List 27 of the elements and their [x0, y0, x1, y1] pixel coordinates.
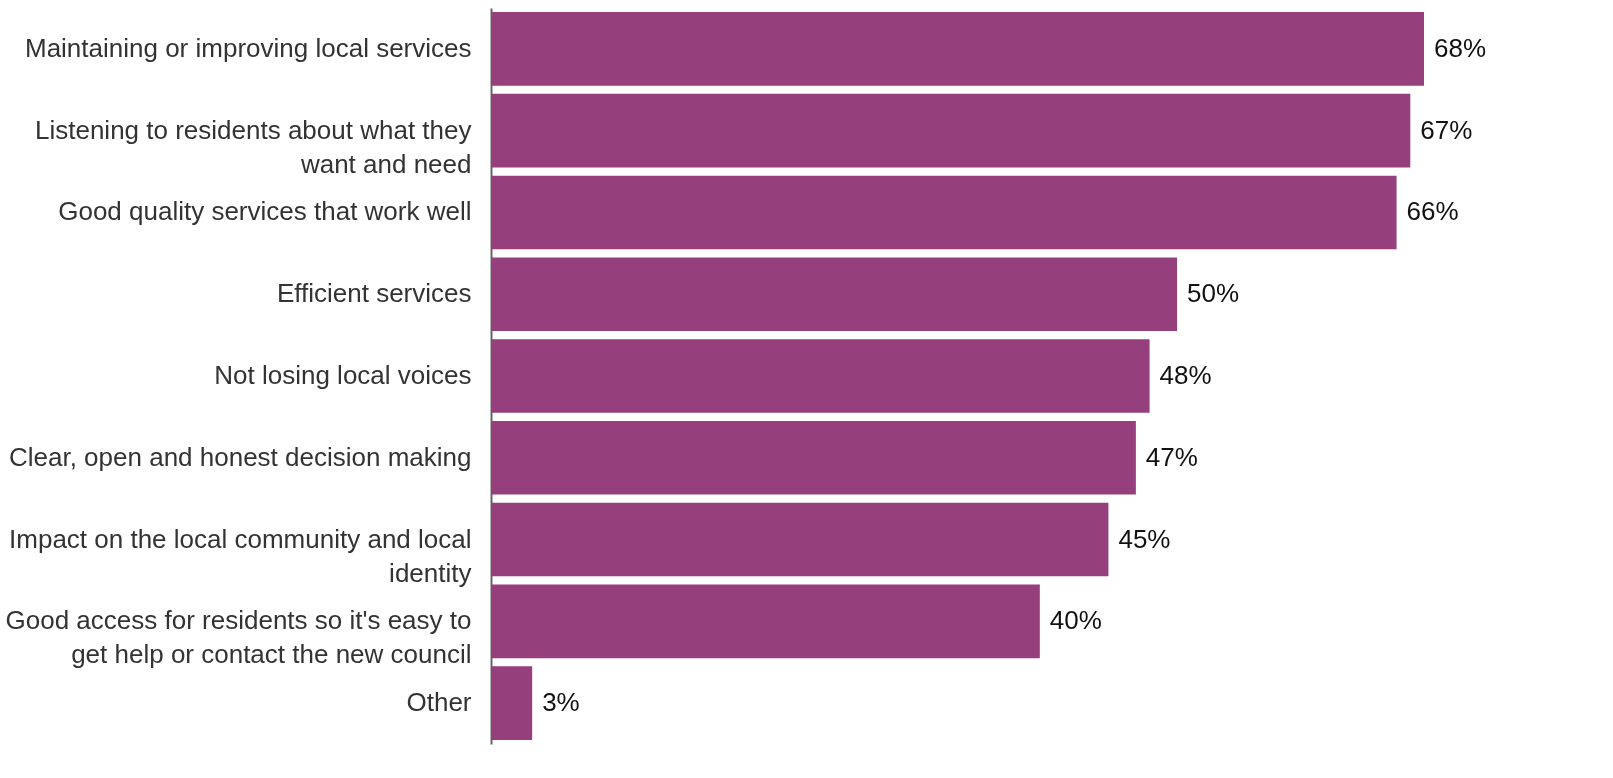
- data-label: 67%: [1420, 114, 1473, 145]
- bar: [491, 584, 1040, 659]
- data-label: 66%: [1406, 196, 1459, 227]
- y-tick-label: Other: [406, 687, 472, 718]
- y-tick-label: Efficient services: [276, 278, 472, 309]
- y-tick-label: Maintaining or improving local services: [24, 32, 472, 63]
- data-label: 68%: [1434, 32, 1487, 63]
- data-label: 48%: [1159, 360, 1212, 390]
- y-tick-label: Not losing local voices: [214, 360, 472, 390]
- bar: [491, 175, 1397, 250]
- y-tick-label: Good quality services that work well: [58, 196, 472, 227]
- y-tick-label: Good access for residents so it's easy to get help or contact the new council: [5, 605, 472, 670]
- y-tick-label: Impact on the local community and local identity: [9, 523, 472, 588]
- data-label: 45%: [1118, 523, 1171, 554]
- bar: [491, 420, 1136, 495]
- data-label: 50%: [1187, 278, 1240, 309]
- bar: [491, 502, 1109, 577]
- data-label: 3%: [542, 687, 580, 718]
- bar: [491, 12, 1424, 86]
- bar: [491, 339, 1150, 413]
- y-tick-label: Clear, open and honest decision making: [8, 441, 472, 472]
- data-label: 40%: [1049, 605, 1102, 636]
- y-tick-label: Listening to residents about what they want and need: [34, 114, 472, 179]
- data-label: 47%: [1145, 441, 1198, 472]
- bar: [491, 93, 1411, 168]
- bar: [491, 257, 1178, 332]
- bar: [491, 666, 533, 740]
